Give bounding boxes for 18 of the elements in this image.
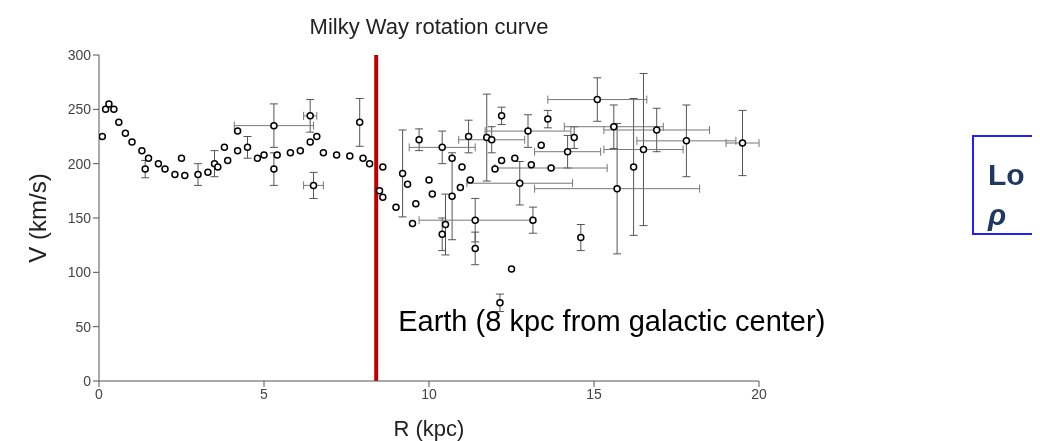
x-tick-label: 0	[95, 385, 104, 402]
x-tick-label: 15	[586, 385, 602, 402]
x-tick-label: 20	[751, 385, 767, 402]
y-axis-title: V (km/s)	[23, 173, 51, 263]
x-axis-title: R (kpc)	[393, 416, 465, 441]
chart-title: Milky Way rotation curve	[308, 14, 550, 40]
y-tick-label: 300	[67, 46, 92, 63]
ref-line-label: Earth (8 kpc from galactic center)	[398, 305, 826, 337]
y-tick-label: 200	[67, 155, 92, 172]
x-tick-label: 10	[421, 385, 437, 402]
y-tick-label: 150	[67, 209, 92, 226]
text: Lo	[988, 157, 1026, 193]
y-tick-label: 250	[67, 101, 92, 118]
y-tick-label: 100	[67, 264, 92, 281]
y-tick-label: 50	[75, 318, 92, 335]
y-tick-label: 0	[83, 372, 92, 389]
x-tick-label: 5	[260, 385, 269, 402]
text: ρ	[988, 197, 1008, 233]
